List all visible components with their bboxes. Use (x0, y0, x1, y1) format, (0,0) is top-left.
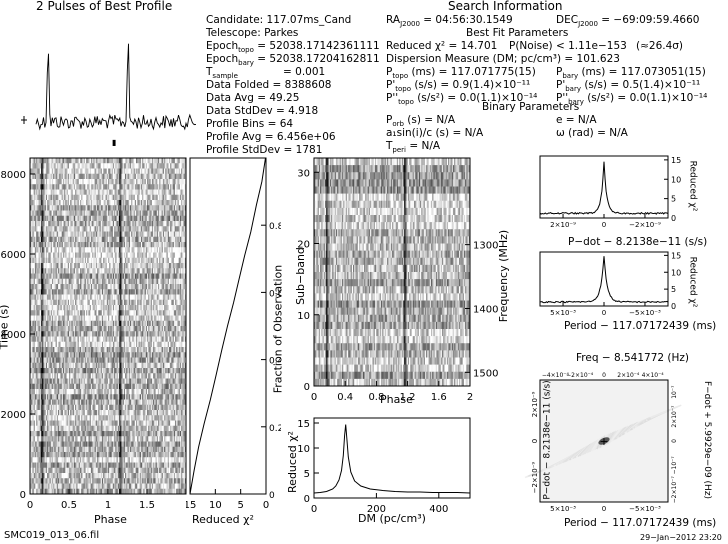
profile-bins-line: Profile Bins = 64 (206, 118, 293, 130)
sigma-line: (≈26.4σ) (636, 40, 683, 52)
asini-line: a₁sin(i)/c (s) = N/A (386, 127, 483, 139)
tsample-value: = 0.001 (283, 66, 325, 78)
profile-avg-line: Profile Avg = 6.456e+06 (206, 131, 336, 143)
profile-line (36, 44, 196, 129)
time-phase-plot: 0200040006000800000.511.5 (0, 150, 190, 530)
omega-line: ω (rad) = N/A (556, 127, 628, 139)
profile-title: 2 Pulses of Best Profile (36, 0, 172, 12)
dm-line: Dispersion Measure (DM; pc/cm³) = 101.62… (386, 53, 620, 65)
data-avg-line: Data Avg = 49.25 (206, 92, 299, 104)
pnoise-line: P(Noise) < 1.11e−153 (509, 40, 627, 52)
ecc-line: e = N/A (556, 114, 597, 126)
best-fit-heading: Best Fit Parameters (466, 27, 568, 39)
binary-heading: Binary Parameters (482, 101, 579, 113)
peak-marker: ▮ (112, 137, 116, 149)
search-title: Search Information (448, 0, 563, 12)
reduced-chi-line: Reduced χ² = 14.701 (386, 40, 497, 52)
telescope-line: Telescope: Parkes (206, 27, 298, 39)
data-folded-line: Data Folded = 8388608 (206, 79, 331, 91)
candidate-line: Candidate: 117.07ms_Cand (206, 14, 351, 26)
data-stddev-line: Data StdDev = 4.918 (206, 105, 318, 117)
dec-line: DECJ2000 = −69:09:59.4660 (556, 14, 699, 30)
pulse-profile-plot (18, 12, 196, 140)
